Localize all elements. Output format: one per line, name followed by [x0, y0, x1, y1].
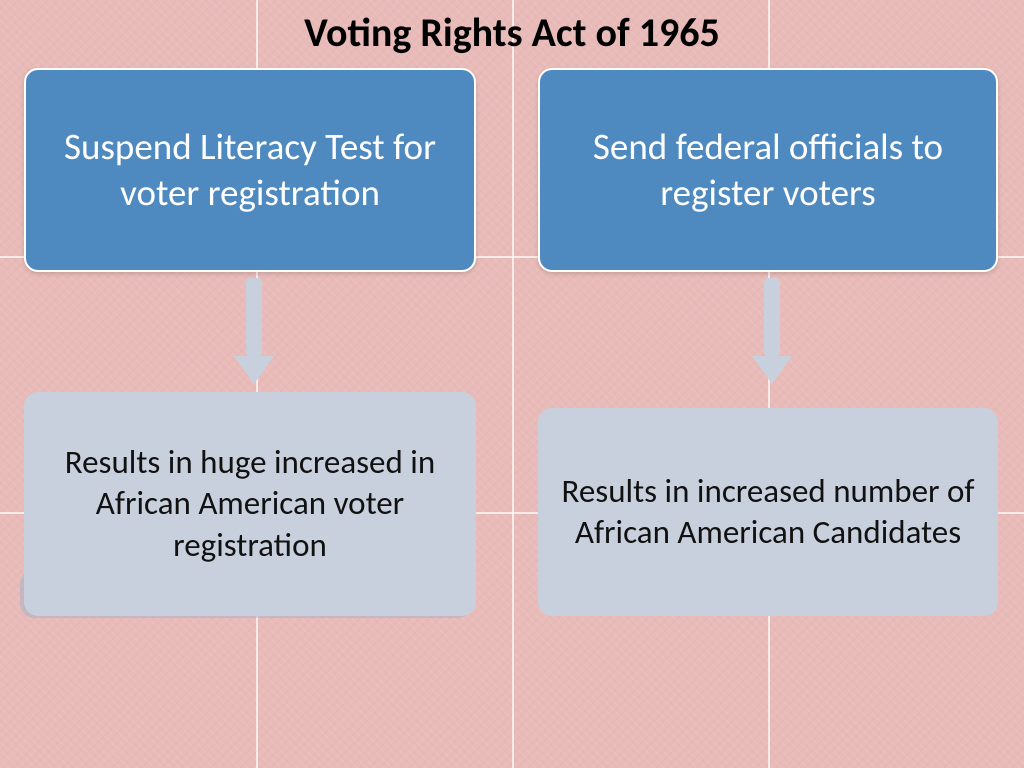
right-bottom-box: Results in increased number of African A…	[538, 408, 998, 616]
left-bottom-text: Results in huge increased in African Ame…	[44, 442, 456, 566]
right-arrow	[764, 278, 780, 384]
left-top-text: Suspend Literacy Test for voter registra…	[46, 124, 454, 217]
left-arrow	[246, 278, 262, 384]
right-top-text: Send federal officials to register voter…	[560, 124, 976, 217]
right-arrow-stem	[764, 278, 780, 356]
right-arrow-head	[752, 356, 792, 384]
slide-title: Voting Rights Act of 1965	[0, 8, 1024, 57]
right-bottom-text: Results in increased number of African A…	[558, 471, 978, 554]
right-top-box: Send federal officials to register voter…	[538, 68, 998, 272]
left-bottom-box: Results in huge increased in African Ame…	[24, 392, 476, 616]
left-arrow-head	[234, 356, 274, 384]
left-top-box: Suspend Literacy Test for voter registra…	[24, 68, 476, 272]
left-arrow-stem	[246, 278, 262, 356]
